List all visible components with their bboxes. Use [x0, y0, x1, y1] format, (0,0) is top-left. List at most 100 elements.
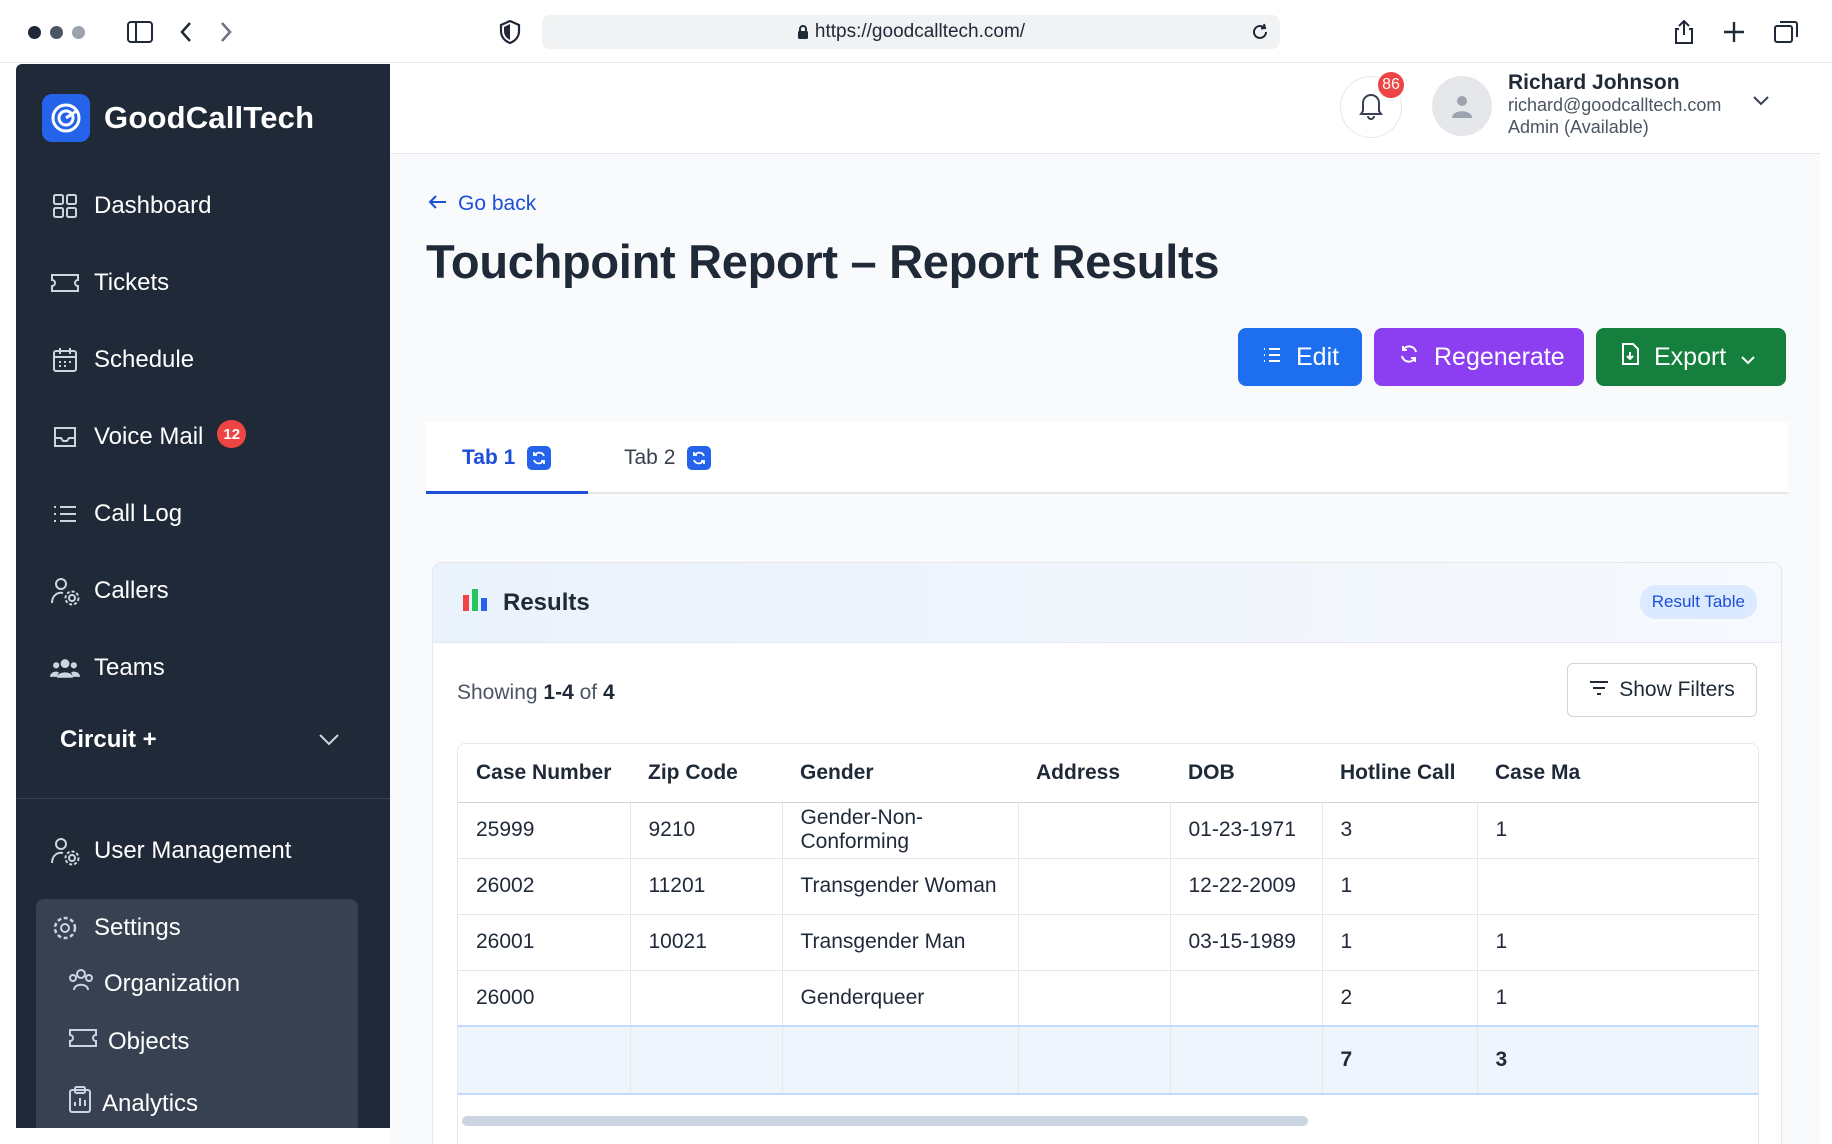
sidebar-item-settings[interactable]: Settings — [50, 908, 181, 948]
gear-icon — [50, 913, 80, 943]
table-cell: 9210 — [630, 802, 783, 859]
sidebar-item-user-management[interactable]: User Management — [50, 831, 291, 871]
sidebar-subitem-organization[interactable]: Organization — [68, 968, 240, 999]
shield-icon[interactable] — [494, 16, 526, 48]
zoom-dot[interactable] — [72, 26, 85, 39]
total-cell — [1018, 1025, 1171, 1095]
users-cog-icon — [50, 576, 80, 606]
sidebar-item-voice-mail[interactable]: Voice Mail 12 — [50, 417, 247, 457]
go-back-label: Go back — [458, 192, 537, 215]
bell-icon — [1357, 90, 1385, 125]
results-card-header: Results Result Table — [433, 563, 1781, 643]
filter-icon — [1589, 678, 1609, 702]
calendar-icon — [50, 345, 80, 375]
edit-label: Edit — [1296, 342, 1340, 371]
total-cell — [1170, 1025, 1323, 1095]
go-back-link[interactable]: Go back — [428, 192, 536, 216]
window-controls — [28, 26, 85, 39]
ticket-icon — [50, 268, 80, 298]
column-header[interactable]: Address — [1018, 744, 1170, 803]
address-bar[interactable]: https://goodcalltech.com/ — [542, 15, 1280, 49]
show-filters-button[interactable]: Show Filters — [1567, 663, 1757, 717]
table-cell: 03-15-1989 — [1170, 914, 1323, 971]
list-icon — [50, 499, 80, 529]
sidebar-item-tickets[interactable]: Tickets — [50, 263, 169, 303]
tab-2[interactable]: Tab 2 — [624, 422, 712, 494]
share-icon[interactable] — [1668, 16, 1700, 48]
sidebar-item-label: Settings — [94, 914, 181, 941]
regenerate-button[interactable]: Regenerate — [1374, 328, 1584, 386]
sidebar-item-dashboard[interactable]: Dashboard — [50, 186, 211, 226]
showing-prefix: Showing — [457, 681, 538, 704]
chevron-down-icon[interactable] — [1752, 94, 1770, 112]
brand[interactable]: GoodCallTech — [42, 94, 314, 142]
table-cell: 25999 — [458, 802, 631, 859]
sidebar-item-teams[interactable]: Teams — [50, 648, 165, 688]
logo-icon — [42, 94, 90, 142]
total-cell — [458, 1025, 631, 1095]
organization-icon — [68, 968, 94, 999]
table-cell — [1018, 858, 1171, 915]
user-menu[interactable]: Richard Johnson richard@goodcalltech.com… — [1508, 70, 1721, 138]
column-header[interactable]: Case Ma — [1477, 744, 1758, 803]
forward-arrow-icon[interactable] — [210, 16, 242, 48]
inbox-icon — [50, 422, 80, 452]
reload-icon[interactable] — [1250, 22, 1270, 48]
sidebar-item-label: Schedule — [94, 346, 195, 373]
sidebar-divider — [16, 798, 390, 799]
grid-icon — [50, 191, 80, 221]
results-table-container[interactable]: Case Number Zip Code Gender Address DOB … — [457, 743, 1759, 1144]
sidebar-item-label: Tickets — [94, 269, 170, 296]
sidebar: GoodCallTech Dashboard Tickets Schedule … — [16, 64, 390, 1128]
sidebar-subitem-analytics[interactable]: Analytics — [68, 1086, 198, 1121]
sync-icon — [527, 446, 552, 470]
tab-1[interactable]: Tab 1 — [462, 422, 552, 494]
bar-chart-icon — [461, 585, 489, 620]
table-cell: 1 — [1477, 802, 1758, 859]
column-header[interactable]: Case Number — [458, 744, 630, 803]
circuit-label: Circuit + — [60, 726, 157, 753]
result-table-pill: Result Table — [1639, 585, 1757, 619]
avatar[interactable] — [1432, 76, 1492, 136]
results-title-text: Results — [503, 588, 590, 616]
export-button[interactable]: Export — [1596, 328, 1786, 386]
close-dot[interactable] — [28, 26, 41, 39]
back-arrow-icon[interactable] — [170, 16, 202, 48]
column-header[interactable]: Gender — [782, 744, 1018, 803]
export-label: Export — [1654, 342, 1727, 371]
new-tab-icon[interactable] — [1718, 16, 1750, 48]
list-icon — [1262, 343, 1282, 372]
circuit-menu[interactable]: Circuit + — [60, 726, 340, 754]
sidebar-item-label: Call Log — [94, 500, 183, 527]
ticket-icon — [68, 1027, 98, 1056]
show-filters-label: Show Filters — [1619, 678, 1735, 701]
browser-toolbar: https://goodcalltech.com/ — [0, 0, 1832, 63]
brand-name: GoodCallTech — [104, 100, 315, 135]
table-cell: Transgender Woman — [782, 858, 1019, 915]
url-text: https://goodcalltech.com/ — [814, 21, 1026, 42]
team-icon — [50, 653, 80, 683]
top-header: 86 Richard Johnson richard@goodcalltech.… — [390, 64, 1820, 154]
total-cell: 7 — [1322, 1025, 1478, 1095]
sidebar-toggle-icon[interactable] — [124, 16, 156, 48]
column-header[interactable]: DOB — [1170, 744, 1322, 803]
showing-range: 1-4 — [543, 681, 574, 704]
table-cell: 26000 — [458, 970, 631, 1027]
notifications-button[interactable] — [1340, 76, 1402, 138]
table-cell — [1170, 970, 1323, 1027]
tabs-overview-icon[interactable] — [1770, 16, 1802, 48]
sidebar-item-label: Callers — [94, 577, 169, 604]
sidebar-subitem-objects[interactable]: Objects — [68, 1027, 189, 1056]
table-cell: Transgender Man — [782, 914, 1019, 971]
column-header[interactable]: Hotline Call — [1322, 744, 1477, 803]
chevron-down-icon — [318, 726, 340, 754]
sidebar-item-callers[interactable]: Callers — [50, 571, 169, 611]
minimize-dot[interactable] — [50, 26, 63, 39]
results-title: Results — [461, 585, 590, 620]
sidebar-item-schedule[interactable]: Schedule — [50, 340, 194, 380]
horizontal-scrollbar[interactable] — [462, 1116, 1308, 1126]
report-tabs: Tab 1 Tab 2 — [426, 422, 1788, 494]
column-header[interactable]: Zip Code — [630, 744, 782, 803]
sidebar-item-call-log[interactable]: Call Log — [50, 494, 182, 534]
edit-button[interactable]: Edit — [1238, 328, 1362, 386]
